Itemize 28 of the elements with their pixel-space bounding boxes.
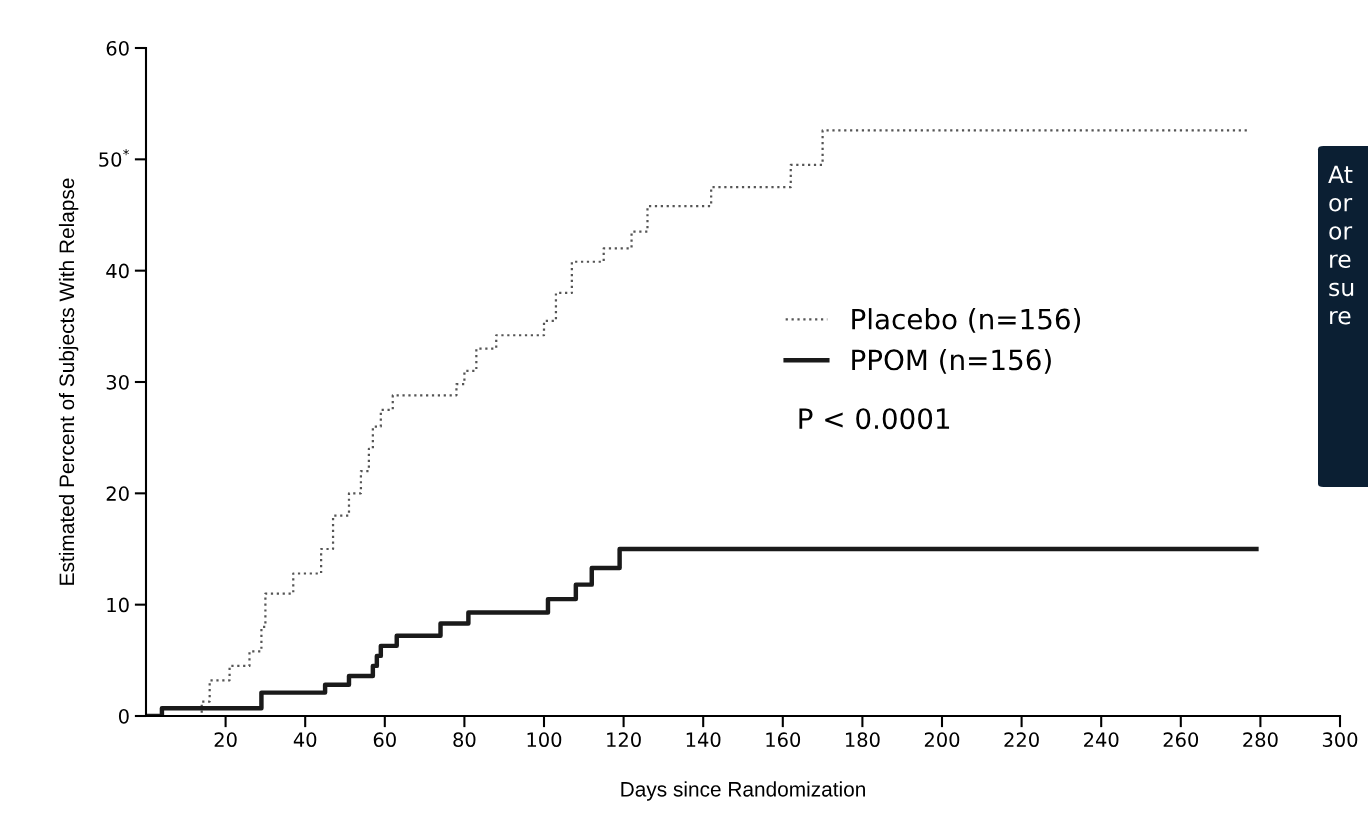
y-tick-label: 30 bbox=[106, 374, 129, 390]
x-tick-label: 120 bbox=[607, 732, 641, 748]
x-tick-label: 260 bbox=[1163, 732, 1199, 748]
y-tick-label: 0 bbox=[118, 708, 129, 724]
legend-label: Placebo (n=156) bbox=[852, 308, 1081, 333]
x-tick-label: 180 bbox=[845, 732, 880, 748]
x-tick-label: 220 bbox=[1004, 732, 1039, 748]
x-axis-title: Days since Randomization bbox=[621, 781, 865, 801]
x-tick-label: 80 bbox=[453, 732, 476, 748]
y-axis-title: Estimated Percent of Subjects With Relapse bbox=[58, 178, 79, 585]
y-tick-label: 50$^{*}$ bbox=[99, 149, 130, 167]
x-tick-label: 60 bbox=[373, 732, 396, 748]
x-tick-label: 20 bbox=[214, 732, 237, 748]
annotation: P < 0.0001 bbox=[799, 408, 950, 430]
x-tick-label: 160 bbox=[766, 732, 801, 748]
y-tick-label: 20 bbox=[106, 486, 129, 501]
y-tick-label: 10 bbox=[107, 597, 129, 613]
x-tick-label: 240 bbox=[1084, 732, 1119, 748]
x-tick-label: 300 bbox=[1322, 732, 1358, 748]
y-tick-label: 60 bbox=[106, 40, 129, 56]
x-tick-label: 200 bbox=[924, 732, 960, 748]
legend-label: PPOM (n=156) bbox=[852, 348, 1051, 374]
x-tick-label: 40 bbox=[293, 732, 317, 748]
y-tick-label: 40 bbox=[106, 263, 129, 279]
annotation: At or or re su re bbox=[1328, 165, 1354, 325]
x-tick-label: 100 bbox=[527, 732, 562, 748]
x-tick-label: 280 bbox=[1243, 732, 1278, 748]
x-tick-label: 140 bbox=[686, 732, 721, 748]
